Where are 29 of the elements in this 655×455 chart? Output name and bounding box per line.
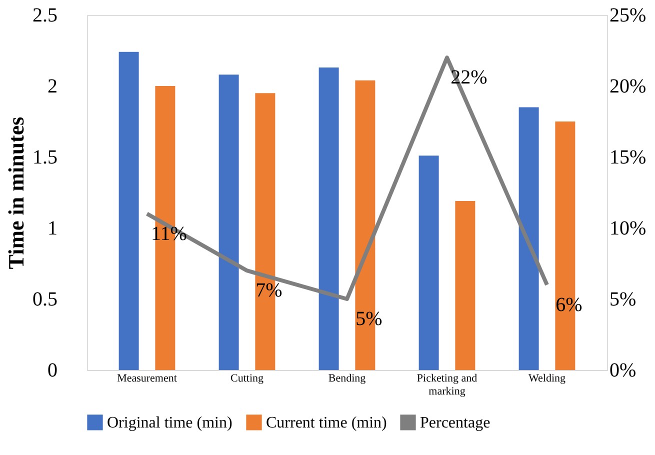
x-tick-label: Bending — [328, 372, 366, 384]
x-tick-label: Picketing and marking — [416, 372, 478, 398]
legend-label: Current time (min) — [266, 414, 387, 432]
y2-tick-label: 25% — [610, 4, 646, 26]
y-tick-label: 1.5 — [32, 146, 58, 168]
x-tick-label: Measurement — [117, 372, 177, 384]
y2-tick-label: 20% — [610, 76, 646, 98]
x-tick-label: Welding — [528, 372, 566, 384]
line-series — [145, 56, 549, 301]
y-tick-label: 2 — [48, 76, 58, 98]
bar — [518, 107, 539, 370]
bar — [318, 68, 339, 370]
y2-tick-label: 15% — [610, 146, 646, 168]
y-axis-title: Time in minutes — [4, 116, 28, 270]
legend-label: Original time (min) — [107, 414, 232, 432]
y-tick-label: 1 — [48, 218, 58, 240]
data-label: 22% — [450, 66, 488, 89]
y-tick-label: 2.5 — [32, 4, 58, 26]
bar — [455, 201, 476, 370]
x-tick-label: Cutting — [230, 372, 264, 384]
legend-label: Percentage — [420, 414, 490, 432]
y-tick-label: 0 — [48, 360, 58, 382]
y2-tick-label: 0% — [610, 360, 636, 382]
y2-tick-label: 5% — [610, 288, 636, 310]
y-tick-label: 0.5 — [32, 288, 58, 310]
bar — [418, 156, 439, 370]
bar — [218, 74, 239, 370]
bar — [118, 52, 139, 370]
y2-tick-label: 10% — [610, 218, 646, 240]
